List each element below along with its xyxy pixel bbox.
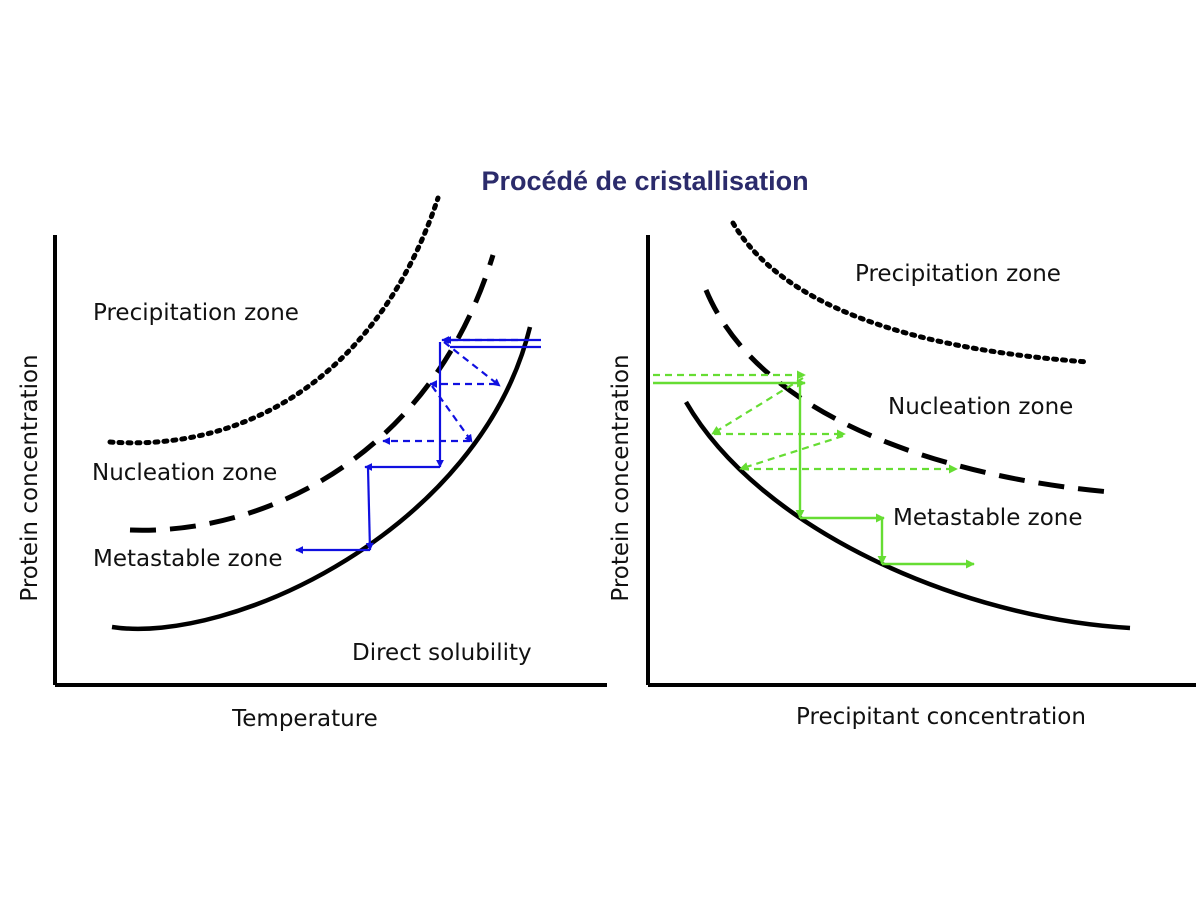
right-nucleation-label: Nucleation zone — [888, 394, 1073, 420]
left-solubility-curve — [111, 326, 533, 632]
left-precipitation-curve — [107, 195, 441, 446]
left-x-axis-label: Temperature — [231, 706, 378, 732]
diagram-title: Procédé de cristallisation — [481, 166, 808, 196]
right-y-axis-label: Protein concentration — [608, 354, 634, 601]
left-blue-solid-arrows — [295, 336, 541, 554]
left-solubility-label: Direct solubility — [352, 640, 532, 666]
right-diagram: Precipitation zone Nucleation zone Metas… — [608, 220, 1196, 730]
right-x-axis-label: Precipitant concentration — [796, 704, 1086, 730]
right-green-dashed-arrows — [653, 370, 958, 474]
left-precipitation-label: Precipitation zone — [93, 300, 299, 326]
left-metastable-label: Metastable zone — [93, 546, 283, 572]
left-blue-dashed-arrows — [382, 336, 518, 445]
left-diagram: Precipitation zone Nucleation zone Metas… — [17, 195, 607, 732]
right-nucleation-curve — [703, 289, 1111, 495]
left-nucleation-label: Nucleation zone — [92, 460, 277, 486]
left-y-axis-label: Protein concentration — [17, 354, 43, 601]
left-nucleation-curve — [129, 254, 496, 533]
right-precipitation-label: Precipitation zone — [855, 261, 1061, 287]
right-metastable-label: Metastable zone — [893, 505, 1083, 531]
right-precipitation-curve — [730, 220, 1091, 365]
right-solubility-curve — [684, 400, 1131, 631]
right-green-solid-arrows — [653, 378, 975, 569]
